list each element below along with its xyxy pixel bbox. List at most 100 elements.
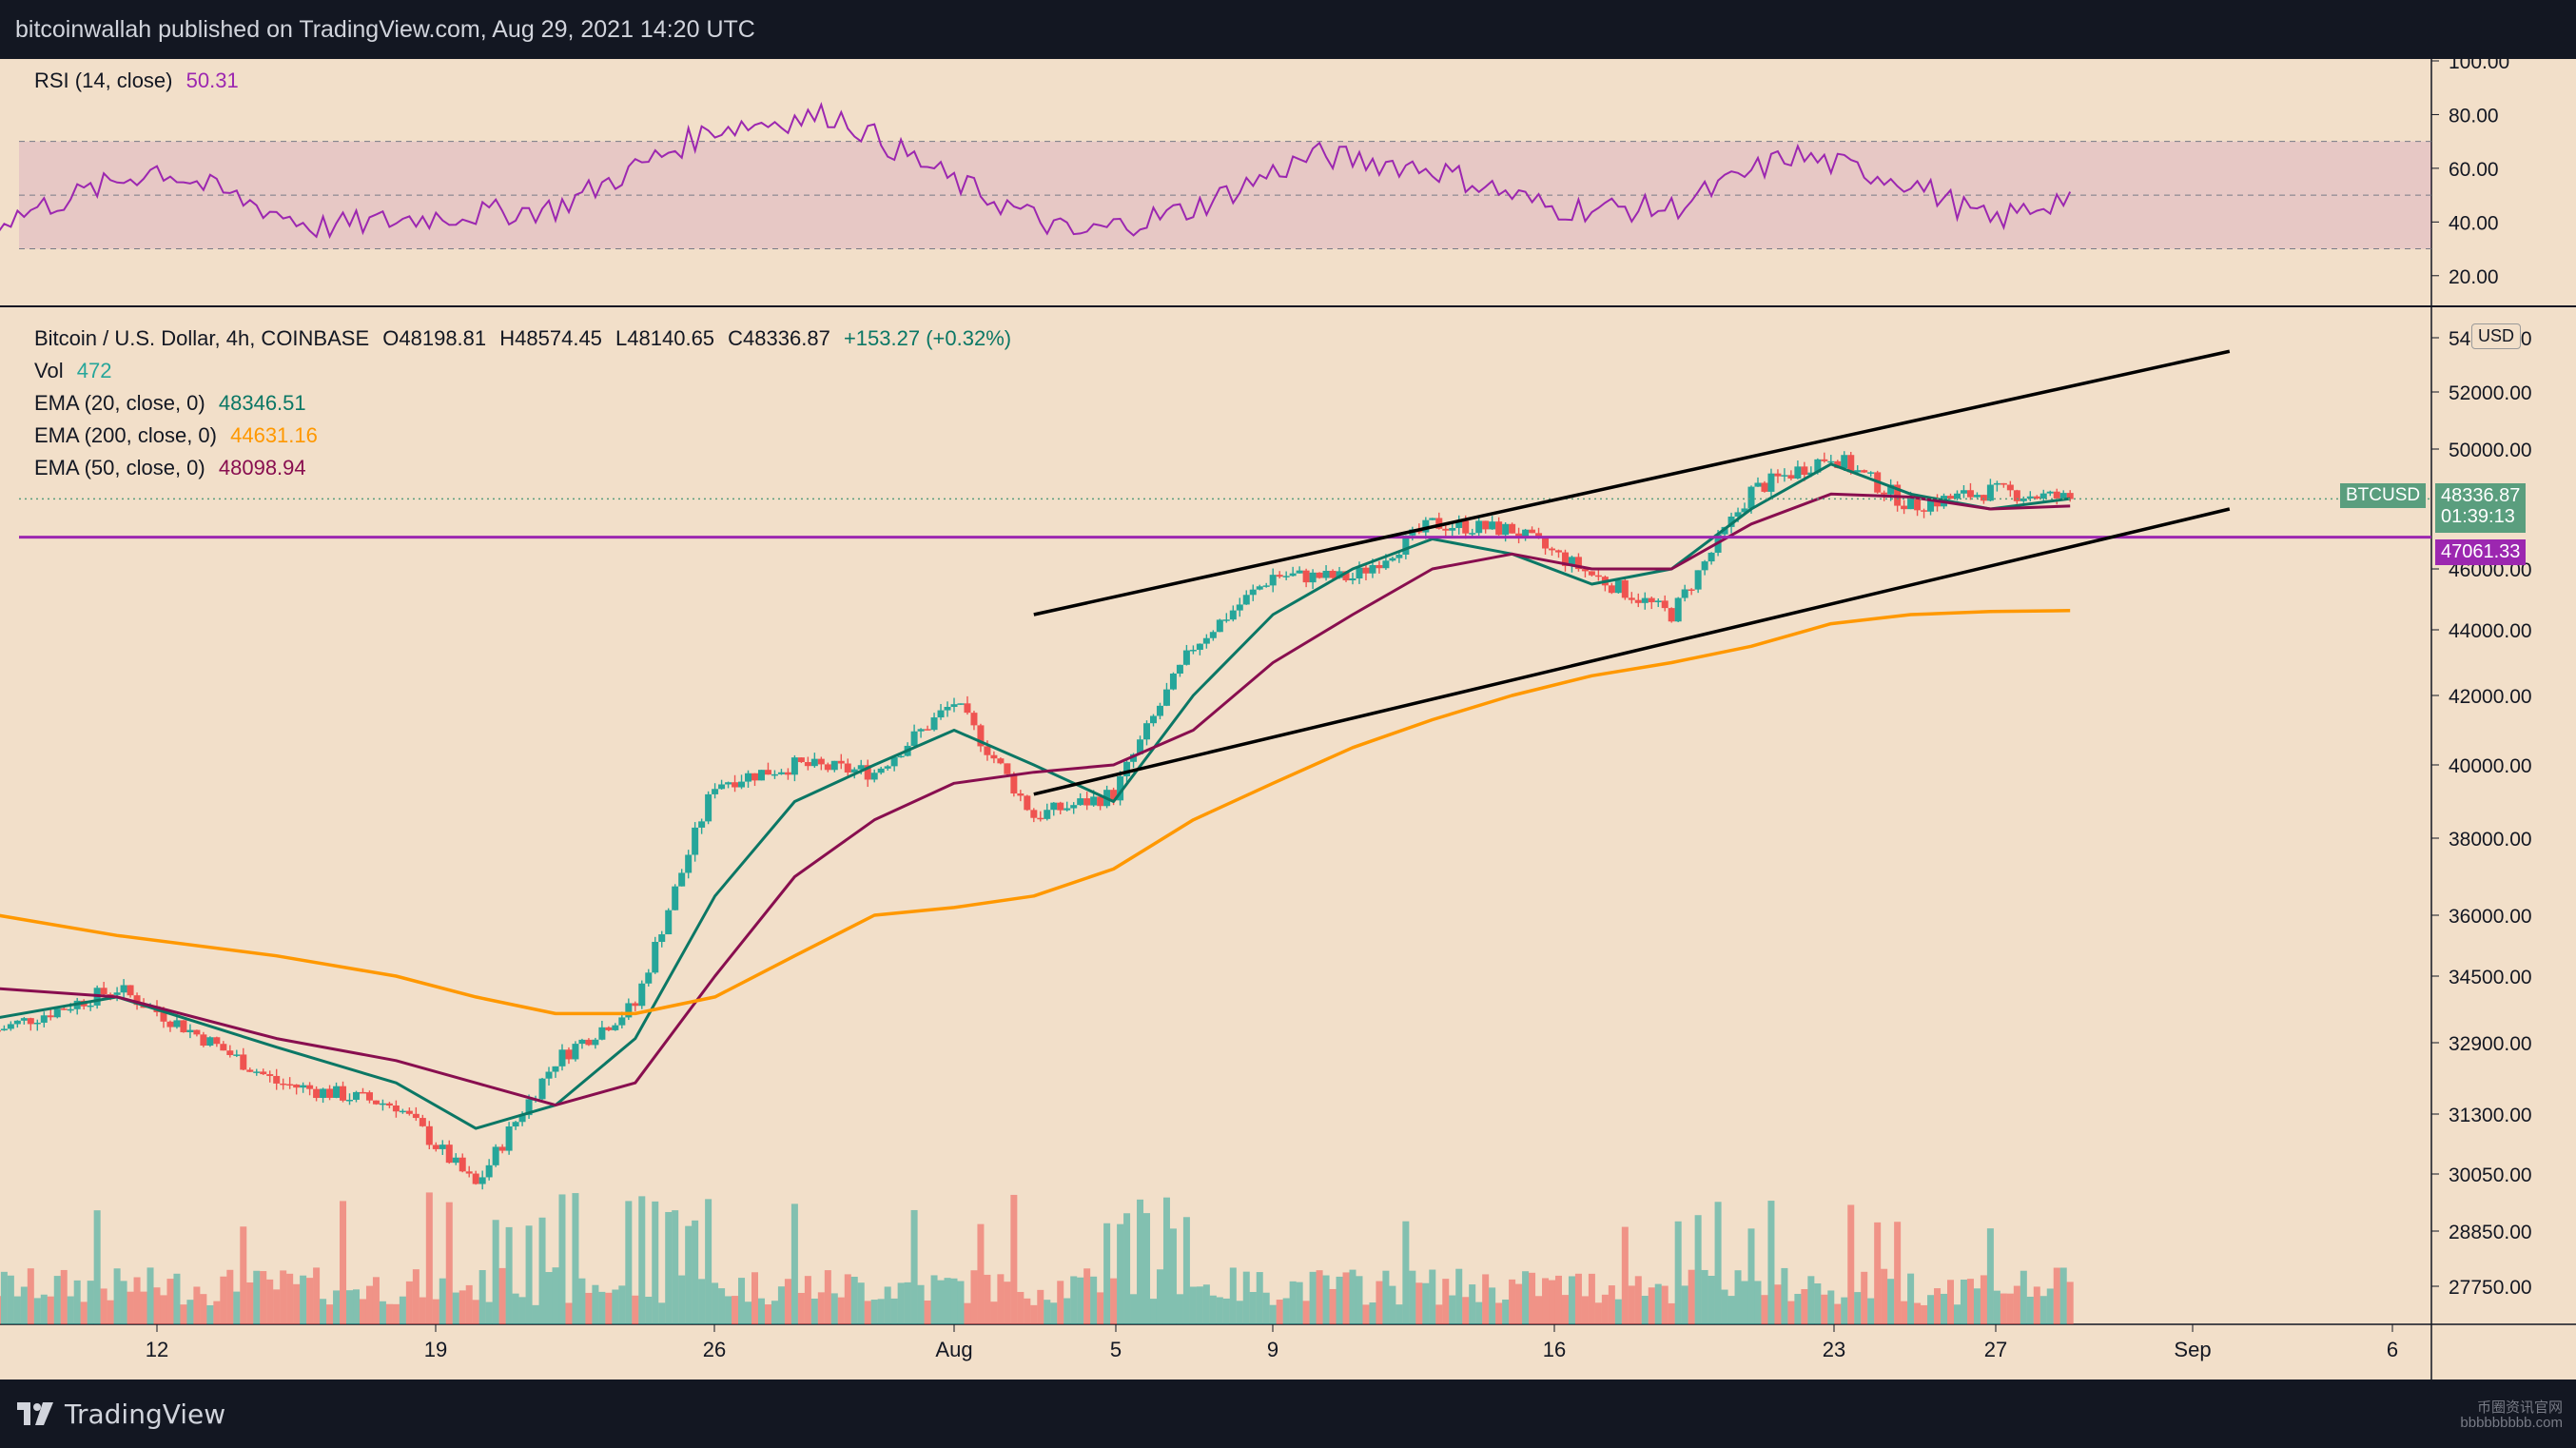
candle-body [1249, 589, 1257, 596]
candle-body [353, 1091, 360, 1100]
candle-body [645, 972, 653, 984]
candle-body [592, 1039, 599, 1046]
candle-body [850, 769, 858, 773]
candle-body [1953, 493, 1961, 499]
volume-bar [2046, 1288, 2054, 1324]
currency-button[interactable]: USD [2471, 323, 2522, 349]
volume-bar [612, 1289, 619, 1324]
volume-bar [1614, 1299, 1622, 1324]
candle-body [685, 854, 693, 873]
price-axis-label: 30050.00 [2449, 1164, 2532, 1186]
candle-body [1907, 498, 1915, 510]
rsi-legend: RSI (14, close) 50.31 [34, 68, 239, 93]
volume-bar [558, 1194, 566, 1324]
volume-bar [1236, 1301, 1243, 1324]
candle-body [1914, 498, 1922, 511]
volume-bar [625, 1201, 633, 1324]
volume-bar [359, 1299, 366, 1324]
volume-bar [698, 1279, 706, 1324]
volume-bar [1429, 1269, 1436, 1324]
candle-body [1807, 472, 1815, 475]
volume-bar [645, 1297, 653, 1324]
candle-body [1156, 705, 1163, 716]
candle-body [1242, 595, 1250, 605]
volume-bar [2039, 1296, 2047, 1324]
volume-bar [1442, 1279, 1450, 1324]
volume-bar [1881, 1268, 1888, 1324]
volume-bar [1150, 1299, 1157, 1324]
volume-bar [180, 1304, 187, 1324]
volume-bar [732, 1296, 739, 1324]
candle-body [1176, 664, 1183, 675]
volume-bar [1966, 1279, 1974, 1324]
volume-bar [260, 1271, 267, 1324]
candle-body [1588, 571, 1595, 576]
candle-body [1389, 558, 1396, 561]
volume-bar [1097, 1292, 1104, 1324]
volume-bar [1628, 1285, 1635, 1324]
watermark-line1: 币圈资讯官网 [2476, 1399, 2563, 1416]
candle-body [797, 757, 805, 763]
ema200-label: EMA (200, close, 0) [34, 423, 217, 447]
last-price-badge: 48336.87 01:39:13 [2435, 483, 2527, 533]
candle-body [333, 1086, 341, 1098]
volume-bar [712, 1282, 719, 1324]
volume-bar [1449, 1295, 1456, 1324]
candle-body [518, 1115, 526, 1123]
volume-bar [1495, 1302, 1503, 1324]
volume-bar [797, 1292, 805, 1324]
volume-bar [1688, 1269, 1695, 1324]
candle-body [1881, 492, 1888, 495]
candle-body [33, 1022, 41, 1025]
volume-bar [505, 1226, 513, 1324]
volume-bar [140, 1291, 147, 1324]
volume-bar [452, 1292, 459, 1324]
volume-bar [1588, 1273, 1595, 1324]
volume-bar [585, 1292, 593, 1324]
candle-body [1037, 817, 1044, 820]
candle-body [1980, 495, 1987, 501]
candle-body [1349, 577, 1356, 580]
tradingview-brand[interactable]: TradingView [17, 1397, 225, 1431]
candle-body [751, 773, 758, 781]
volume-bar [718, 1288, 726, 1324]
time-axis-label: 27 [1984, 1338, 2007, 1361]
ema200-line [0, 609, 2071, 1016]
candle-body [1469, 533, 1476, 535]
candle-body [1535, 533, 1543, 538]
candle-body [632, 1003, 639, 1007]
candle-body [1654, 600, 1662, 603]
ema200-value: 44631.16 [230, 423, 318, 447]
volume-bar [1509, 1279, 1516, 1324]
candle-body [804, 762, 811, 767]
volume-bar [950, 1278, 958, 1324]
candle-body [1202, 637, 1210, 644]
volume-bar [379, 1301, 386, 1324]
candle-body [1090, 796, 1098, 806]
candle-body [1947, 496, 1954, 499]
candle-body [658, 934, 666, 943]
candle-body [1827, 460, 1835, 463]
rsi-value: 50.31 [185, 68, 239, 92]
candle-body [1814, 459, 1822, 473]
candle-body [1973, 495, 1981, 498]
volume-bar [1469, 1284, 1476, 1324]
candle-body [1495, 521, 1503, 536]
volume-bar [1914, 1302, 1922, 1324]
volume-bar [1017, 1291, 1025, 1324]
candle-body [346, 1099, 354, 1102]
candle-body [1256, 586, 1263, 590]
volume-bar [725, 1296, 732, 1324]
candle-body [1841, 455, 1848, 469]
volume-bar [1130, 1294, 1138, 1324]
candle-body [0, 1028, 8, 1031]
candle-body [1117, 776, 1124, 801]
candle-body [1661, 600, 1669, 609]
candle-body [964, 703, 971, 714]
volume-bar [1980, 1275, 1987, 1324]
volume-bar [745, 1301, 752, 1324]
candle-body [1083, 798, 1091, 806]
volume-bar [153, 1287, 161, 1324]
volume-bar [1960, 1280, 1967, 1324]
price-chart[interactable]: 100.0080.0060.0040.0020.0054000.0052000.… [0, 59, 2576, 1380]
